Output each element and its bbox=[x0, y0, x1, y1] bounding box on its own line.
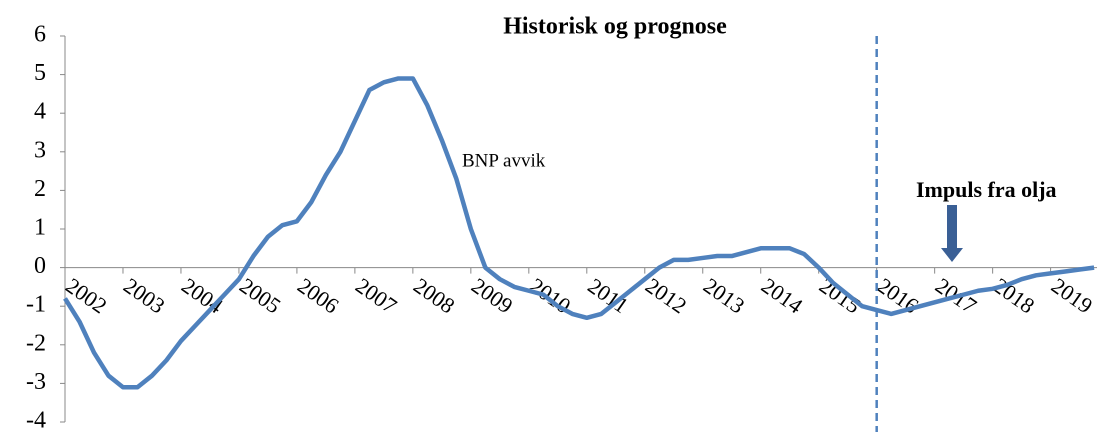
y-tick-label: 5 bbox=[34, 60, 46, 86]
y-tick-label: -1 bbox=[26, 292, 46, 318]
y-tick-label: 4 bbox=[34, 99, 46, 125]
x-tick-label: 2009 bbox=[467, 273, 517, 319]
arrow bbox=[941, 205, 963, 262]
x-tick-label: 2003 bbox=[119, 273, 169, 319]
y-tick-label: -4 bbox=[26, 408, 46, 432]
y-tick-label: 2 bbox=[34, 176, 46, 202]
x-tick-label: 2019 bbox=[1047, 273, 1097, 319]
x-tick-label: 2014 bbox=[757, 273, 807, 319]
y-tick-label: -3 bbox=[26, 369, 46, 395]
y-tick-label: 6 bbox=[34, 22, 46, 48]
x-tick-label: 2002 bbox=[61, 273, 111, 319]
x-tick-label: 2007 bbox=[351, 273, 401, 319]
y-tick-label: -2 bbox=[26, 330, 46, 356]
x-tick-label: 2006 bbox=[293, 273, 343, 319]
y-tick-label: 1 bbox=[34, 215, 46, 241]
chart-title: Historisk og prognose bbox=[503, 14, 727, 40]
x-tick-label: 2012 bbox=[641, 273, 691, 319]
x-tick-label: 2005 bbox=[235, 273, 285, 319]
x-tick-label: 2013 bbox=[699, 273, 749, 319]
x-tick-label: 2018 bbox=[989, 273, 1039, 319]
x-tick-label: 2008 bbox=[409, 273, 459, 319]
y-tick-label: 0 bbox=[34, 253, 46, 279]
y-tick-label: 3 bbox=[34, 137, 46, 163]
x-tick-label: 2015 bbox=[815, 273, 865, 319]
annotation: BNP avvik bbox=[462, 150, 546, 171]
annotation: Impuls fra olja bbox=[916, 177, 1057, 202]
line bbox=[63, 76, 1095, 390]
x-tick-label: 2004 bbox=[177, 273, 227, 319]
